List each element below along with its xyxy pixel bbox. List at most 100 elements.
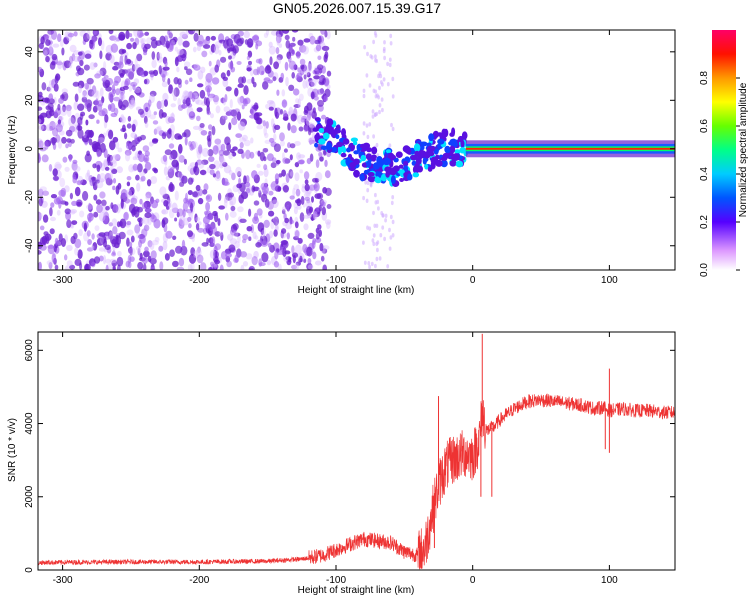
noise-point [109,258,118,264]
noise-point [67,108,72,118]
colorbar-tick-label: 0.4 [699,167,710,181]
noise-point [150,39,158,49]
noise-point [295,50,301,59]
noise-point [238,137,247,143]
noise-point [208,213,214,221]
noise-point [136,136,143,142]
noise-point [162,66,170,71]
noise-point [288,84,295,92]
noise-point [99,178,105,183]
noise-point [305,69,310,76]
noise-point [39,225,45,231]
noise-point [281,209,286,215]
noise-point [315,44,322,52]
noise-point [74,238,82,249]
noise-point [223,164,232,174]
track-point [395,151,403,158]
noise-point [299,169,304,174]
noise-point [47,244,54,249]
noise-point [212,94,220,103]
noise-point [199,123,205,128]
noise-point [105,264,109,270]
noise-point [164,149,172,156]
noise-point [203,96,208,106]
noise-point [71,161,78,171]
noise-point [61,136,67,144]
noise-point [276,33,282,39]
noise-point [179,181,185,187]
noise-point [127,68,135,78]
track-point [405,146,411,152]
noise-point [206,110,211,116]
track-point [451,138,457,146]
noise-point [49,207,53,217]
noise-point [381,225,385,230]
noise-point [113,80,119,86]
noise-point [382,46,386,52]
noise-point [184,136,188,146]
noise-point [145,194,150,200]
noise-point [113,96,121,102]
noise-point [57,103,61,111]
noise-point [391,195,395,200]
colorbar-tick-label: 0.2 [699,215,710,229]
noise-point [222,150,231,156]
noise-point [66,244,73,252]
noise-point [96,148,100,158]
noise-point [117,182,122,190]
noise-point [166,205,169,210]
noise-point [185,192,188,203]
track-point [452,153,460,161]
noise-point [321,206,326,216]
noise-point [232,45,239,54]
noise-point [280,240,288,245]
track-point [314,142,319,148]
noise-point [388,62,392,68]
noise-point [89,39,94,50]
track-point [461,131,468,140]
noise-point [288,60,296,70]
noise-point [208,60,212,67]
noise-point [209,169,215,176]
track-point [371,157,376,162]
noise-point [226,142,232,152]
noise-point [268,45,276,55]
noise-point [65,104,72,112]
noise-point [177,98,181,107]
noise-point [41,154,49,163]
noise-point [213,44,220,55]
noise-point [92,176,96,187]
noise-point [38,42,45,50]
noise-point [182,208,186,218]
noise-point [92,242,98,251]
noise-point [239,218,247,223]
noise-point [80,179,87,186]
noise-point [381,213,385,218]
noise-point [305,116,310,126]
noise-point [181,239,186,250]
noise-point [114,154,121,162]
noise-point [81,135,90,143]
noise-point [172,36,178,43]
noise-point [144,31,150,36]
noise-point [133,64,139,71]
noise-point [167,78,171,85]
noise-point [312,211,318,220]
noise-point [271,218,278,223]
noise-point [95,199,102,205]
noise-point [100,237,104,245]
noise-point [312,177,318,183]
noise-point [285,76,289,87]
noise-point [297,67,301,73]
track-point [430,160,436,170]
spectrogram-xlabel: Height of straight line (km) [298,285,415,296]
noise-point [120,91,124,101]
noise-point [215,170,221,179]
noise-point [51,60,56,66]
noise-point [302,243,308,253]
noise-point [115,234,119,245]
noise-point [177,171,183,178]
track-point [360,154,367,162]
noise-point [173,87,180,97]
noise-point [53,97,57,106]
